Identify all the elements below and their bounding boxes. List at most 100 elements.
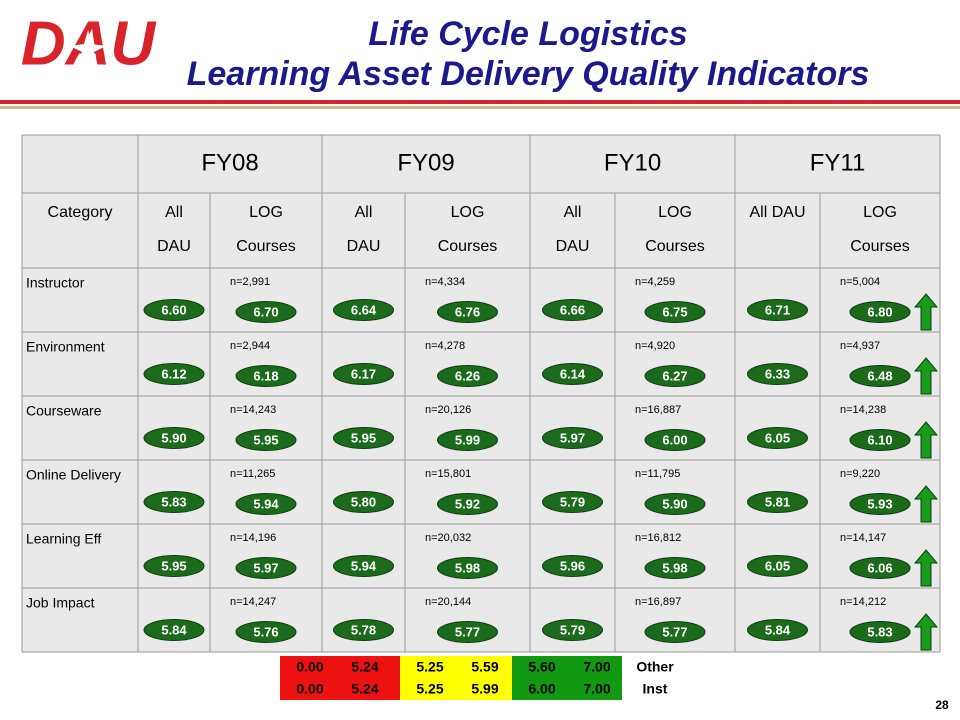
sub-header: DAU (347, 238, 381, 255)
score: 6.71 (765, 302, 790, 317)
sample-size: n=2,944 (230, 340, 270, 352)
sub-header: DAU (157, 238, 191, 255)
category-header: Category (48, 204, 113, 221)
sample-size: n=14,238 (840, 404, 886, 416)
score-badge (849, 557, 911, 579)
score-badge (437, 429, 498, 451)
legend-range: 5.60 (528, 659, 555, 675)
score: 6.48 (867, 368, 892, 383)
sample-size: n=11,265 (230, 468, 275, 480)
year-header: FY10 (604, 149, 661, 176)
legend-band (512, 656, 622, 678)
score-badge (143, 491, 205, 513)
sub-header: LOG (863, 204, 897, 221)
score: 6.76 (455, 304, 480, 319)
sample-size: n=14,247 (230, 596, 276, 608)
sub-header: All (564, 204, 582, 221)
score-badge (333, 619, 394, 641)
legend-range: 5.24 (351, 659, 378, 675)
score-badge (143, 555, 205, 577)
category: Job Impact (26, 595, 95, 611)
score-badge (644, 301, 706, 323)
sample-size: n=20,126 (425, 404, 471, 416)
score-badge (542, 491, 603, 513)
category: Environment (26, 339, 105, 355)
category: Instructor (26, 275, 85, 291)
score: 5.79 (560, 494, 585, 509)
score: 6.75 (662, 304, 687, 319)
legend-range: 5.24 (351, 681, 378, 697)
sample-size: n=4,920 (635, 340, 675, 352)
logo-star (70, 30, 106, 66)
score-badge (333, 555, 394, 577)
score: 6.10 (867, 432, 892, 447)
score: 6.60 (161, 302, 186, 317)
legend-label: Inst (643, 681, 668, 697)
up-arrow (913, 421, 939, 459)
score: 5.90 (161, 430, 186, 445)
score-badge (747, 491, 808, 513)
up-arrow (913, 613, 939, 651)
score-badge (542, 619, 603, 641)
score-badge (437, 621, 498, 643)
sample-size: n=4,937 (840, 340, 880, 352)
score-badge (235, 301, 297, 323)
score-badge (542, 363, 603, 385)
score: 6.05 (765, 558, 790, 573)
score: 5.83 (161, 494, 186, 509)
sub-header: Courses (438, 238, 498, 255)
score-badge (437, 365, 498, 387)
legend-range: 5.99 (471, 681, 498, 697)
legend-range: 7.00 (583, 681, 610, 697)
score-badge (235, 365, 297, 387)
year-header: FY11 (810, 149, 866, 176)
up-arrow (913, 293, 939, 331)
score-badge (333, 491, 394, 513)
score: 6.66 (560, 302, 585, 317)
score-badge (437, 557, 498, 579)
score-badge (542, 555, 603, 577)
sample-size: n=14,212 (840, 596, 886, 608)
score: 5.97 (253, 560, 278, 575)
sample-size: n=11,795 (635, 468, 680, 480)
category: Learning Eff (26, 531, 101, 547)
legend-band (400, 656, 512, 678)
score: 6.64 (351, 302, 377, 317)
legend-range: 6.00 (528, 681, 555, 697)
legend-band (512, 678, 622, 700)
score-badge (644, 557, 706, 579)
sample-size: n=4,278 (425, 340, 465, 352)
legend-band (400, 678, 512, 700)
score: 6.26 (455, 368, 480, 383)
sub-header: Courses (850, 238, 910, 255)
score: 5.76 (253, 624, 278, 639)
score-badge (143, 299, 205, 321)
score-badge (235, 621, 297, 643)
score-badge (333, 427, 394, 449)
score-badge (143, 427, 205, 449)
score-badge (747, 427, 808, 449)
sub-header: DAU (556, 238, 590, 255)
legend-range: 0.00 (296, 659, 323, 675)
sub-header: Courses (236, 238, 296, 255)
sub-header: LOG (451, 204, 485, 221)
legend-band (280, 656, 400, 678)
score: 5.98 (662, 560, 687, 575)
sample-size: n=14,243 (230, 404, 276, 416)
sub-header: LOG (658, 204, 692, 221)
score-badge (644, 493, 706, 515)
score: 5.95 (253, 432, 278, 447)
score-badge (849, 301, 911, 323)
score-badge (849, 365, 911, 387)
legend-range: 0.00 (296, 681, 323, 697)
score: 6.17 (351, 366, 376, 381)
score: 5.81 (765, 494, 790, 509)
sample-size: n=16,897 (635, 596, 681, 608)
sub-header: Courses (645, 238, 705, 255)
score: 5.94 (253, 496, 279, 511)
score-badge (143, 363, 205, 385)
score: 5.95 (351, 430, 376, 445)
score-badge (747, 363, 808, 385)
score: 5.77 (662, 624, 687, 639)
year-header: FY08 (201, 149, 258, 176)
